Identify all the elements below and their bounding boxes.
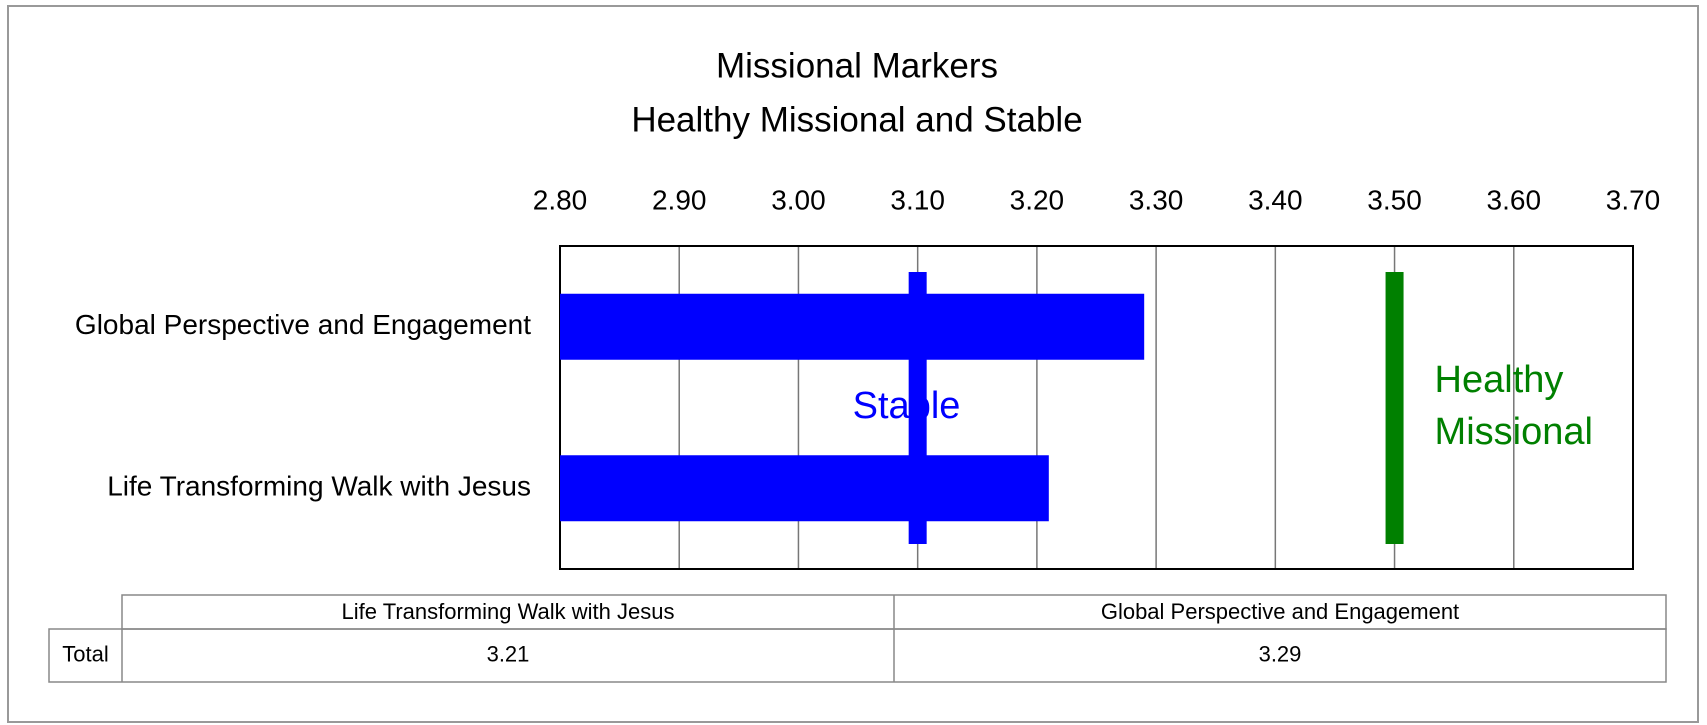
table-header: Life Transforming Walk with Jesus — [342, 599, 675, 624]
bar — [560, 293, 1145, 360]
x-tick-label: 3.70 — [1606, 184, 1661, 215]
table-header: Global Perspective and Engagement — [1101, 599, 1459, 624]
reference-line — [1385, 272, 1404, 544]
table-cell: 3.21 — [487, 641, 530, 666]
plot-border — [559, 245, 1634, 570]
x-tick-label: 3.30 — [1129, 184, 1184, 215]
x-tick-label: 3.10 — [890, 184, 945, 215]
y-tick-label: Global Perspective and Engagement — [75, 309, 531, 340]
table-row-label: Total — [62, 641, 108, 666]
reference-label: Healthy — [1435, 359, 1564, 401]
x-tick-label: 3.20 — [1010, 184, 1065, 215]
table-cell: 3.29 — [1259, 641, 1302, 666]
reference-label: Stable — [853, 385, 961, 427]
reference-label: Missional — [1435, 411, 1593, 453]
x-tick-label: 3.40 — [1248, 184, 1303, 215]
chart-title: Missional Markers — [716, 46, 998, 85]
table-row-border — [48, 628, 1667, 683]
bar — [560, 455, 1049, 522]
x-tick-label: 3.00 — [771, 184, 826, 215]
x-tick-label: 3.60 — [1487, 184, 1542, 215]
chart-frame — [7, 5, 1699, 723]
y-tick-label: Life Transforming Walk with Jesus — [107, 471, 531, 502]
reference-line — [908, 272, 927, 544]
x-tick-label: 2.90 — [652, 184, 707, 215]
chart-subtitle: Healthy Missional and Stable — [631, 100, 1082, 139]
x-tick-label: 2.80 — [533, 184, 588, 215]
x-tick-label: 3.50 — [1367, 184, 1422, 215]
